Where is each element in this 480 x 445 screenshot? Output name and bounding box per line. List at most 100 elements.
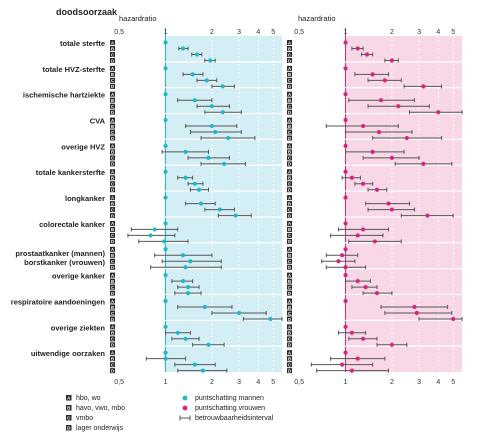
group-letter: D — [111, 188, 114, 193]
group-badge — [110, 356, 115, 362]
group-badge — [110, 350, 115, 356]
point-estimate-women — [355, 233, 360, 238]
group-badge — [110, 207, 115, 213]
group-letter: D — [111, 265, 114, 270]
point-estimate-men — [220, 110, 225, 115]
tick-label-bottom-men: 4 — [256, 379, 260, 386]
tick-label-bottom-men: 5 — [271, 379, 275, 386]
point-estimate-men — [163, 273, 168, 278]
category-label: respiratoire aandoeningen — [11, 297, 106, 306]
group-letter: A — [288, 221, 291, 226]
group-badge — [110, 368, 115, 374]
group-badge — [110, 143, 115, 149]
group-letter: C — [288, 337, 291, 342]
group-badge — [287, 342, 292, 348]
point-estimate-men — [163, 221, 168, 226]
legend-badge — [66, 425, 72, 431]
point-estimate-men — [148, 233, 153, 238]
tick-label-top-women: 5 — [451, 29, 455, 36]
group-letter: D — [288, 58, 291, 63]
group-badge — [287, 117, 292, 123]
group-badge — [287, 252, 292, 258]
group-badge — [287, 258, 292, 264]
group-badge — [287, 83, 292, 89]
group-letter: D — [288, 368, 291, 373]
group-letter: B — [111, 72, 114, 77]
point-estimate-men — [192, 181, 197, 186]
point-estimate-women — [343, 143, 348, 148]
group-letter: A — [111, 92, 114, 97]
point-estimate-women — [343, 221, 348, 226]
point-estimate-women — [339, 362, 345, 367]
point-estimate-women — [349, 368, 355, 373]
group-letter: C — [111, 78, 114, 83]
group-badge — [287, 161, 292, 167]
point-estimate-women — [343, 273, 348, 278]
tick-label-top-men: 1 — [164, 29, 168, 36]
point-estimate-men — [190, 72, 195, 77]
point-estimate-women — [343, 324, 348, 329]
group-badge — [110, 195, 115, 201]
group-badge — [287, 58, 292, 63]
tick-label-top-women: 0,5 — [294, 29, 304, 36]
group-letter: C — [111, 156, 114, 161]
legend-dot-men — [182, 395, 188, 401]
legend-mark-label: betrouwbaarheidsinterval — [195, 415, 274, 422]
point-estimate-men — [208, 58, 213, 63]
group-letter: C — [111, 52, 114, 57]
point-estimate-women — [343, 298, 348, 304]
group-letter: C — [288, 207, 291, 212]
point-estimate-men — [163, 117, 168, 123]
point-estimate-women — [414, 310, 419, 316]
group-letter: C — [111, 362, 114, 367]
group-badge — [110, 201, 115, 207]
group-letter: B — [288, 227, 291, 232]
group-letter: A — [288, 273, 291, 278]
point-estimate-women — [436, 110, 441, 115]
point-estimate-women — [363, 285, 368, 290]
tick-label-bottom-men: 3 — [237, 379, 241, 386]
legend-dot-women — [182, 405, 188, 411]
point-estimate-women — [343, 350, 348, 355]
category-label: longkanker — [65, 194, 105, 203]
point-estimate-men — [163, 143, 168, 148]
legend-badge-letter: C — [67, 416, 71, 421]
category-label: overige HVZ — [61, 142, 105, 151]
tick-label-top-women: 4 — [436, 29, 440, 36]
group-badge — [110, 77, 115, 83]
group-badge — [110, 238, 115, 244]
group-badge — [287, 238, 292, 244]
point-estimate-women — [374, 187, 380, 192]
group-letter: A — [288, 40, 291, 45]
group-badge — [110, 46, 115, 51]
group-badge — [110, 252, 115, 258]
legend-badge — [66, 395, 72, 401]
group-letter: D — [288, 343, 291, 348]
group-badge — [110, 161, 115, 167]
point-estimate-women — [360, 181, 366, 186]
point-estimate-men — [233, 213, 238, 218]
point-estimate-men — [198, 201, 204, 206]
group-letter: A — [288, 170, 291, 175]
group-letter: C — [111, 259, 114, 264]
group-letter: A — [288, 92, 291, 97]
point-estimate-women — [360, 123, 366, 129]
group-letter: C — [288, 78, 291, 83]
group-badge — [110, 71, 115, 77]
group-badge — [110, 187, 115, 193]
group-badge — [287, 316, 292, 322]
group-letter: B — [111, 331, 114, 336]
group-badge — [287, 362, 292, 368]
group-badge — [110, 264, 115, 270]
tick-label-bottom-women: 0,5 — [294, 379, 304, 386]
point-estimate-men — [209, 123, 215, 129]
group-badge — [287, 65, 292, 71]
legend-mark-label: puntschatting mannen — [195, 395, 264, 402]
point-estimate-women — [360, 227, 366, 232]
group-letter: C — [288, 259, 291, 264]
point-estimate-women — [343, 66, 348, 71]
group-letter: A — [288, 195, 291, 200]
point-estimate-women — [412, 304, 417, 310]
point-estimate-women — [378, 98, 384, 103]
